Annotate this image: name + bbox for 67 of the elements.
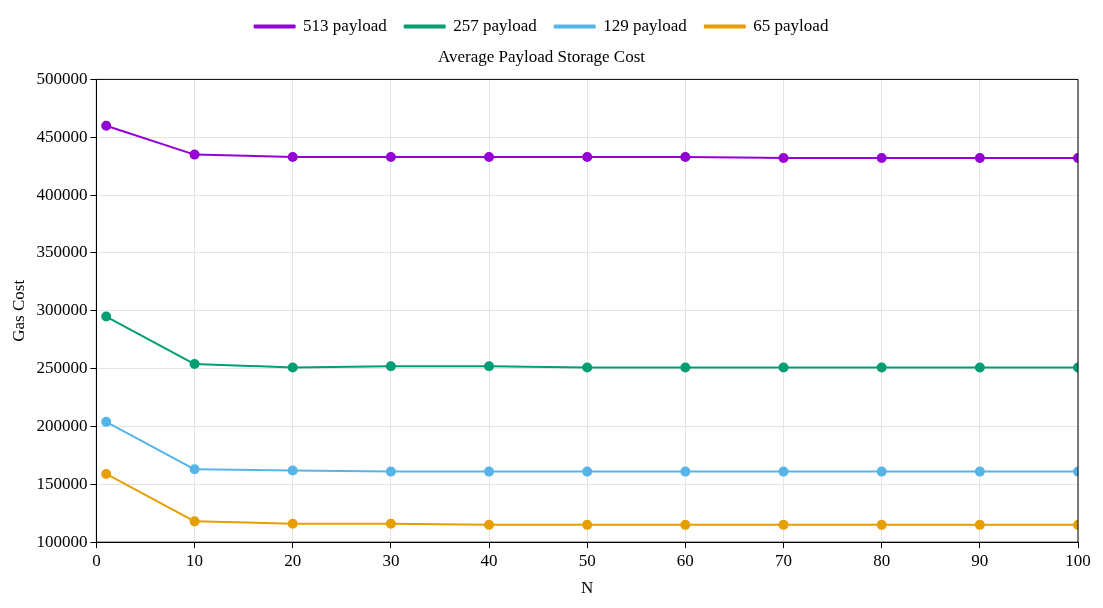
x-tick-label: 30 xyxy=(382,550,400,570)
point xyxy=(680,466,691,477)
point xyxy=(778,519,789,530)
point xyxy=(974,466,985,477)
y-axis-title: Gas Cost xyxy=(8,279,28,342)
x-tick-label: 0 xyxy=(92,550,101,570)
point xyxy=(101,416,112,427)
point xyxy=(189,464,200,475)
point xyxy=(385,466,396,477)
point xyxy=(484,519,495,530)
point xyxy=(582,519,593,530)
point xyxy=(189,359,200,370)
point xyxy=(582,151,593,162)
point xyxy=(876,466,887,477)
x-tick-label: 60 xyxy=(676,550,694,570)
y-tick-label: 100000 xyxy=(36,531,88,551)
y-tick-label: 250000 xyxy=(36,358,88,378)
point xyxy=(582,362,593,373)
legend-label: 257 payload xyxy=(453,15,538,35)
point xyxy=(484,361,495,372)
y-tick-label: 200000 xyxy=(36,415,88,435)
point xyxy=(287,151,298,162)
point xyxy=(101,311,112,322)
point xyxy=(778,466,789,477)
point xyxy=(385,518,396,529)
point xyxy=(101,468,112,479)
legend-label: 513 payload xyxy=(303,15,388,35)
point xyxy=(680,362,691,373)
point xyxy=(287,362,298,373)
point xyxy=(680,519,691,530)
point xyxy=(778,153,789,164)
point xyxy=(189,149,200,160)
point xyxy=(484,466,495,477)
y-tick-label: 450000 xyxy=(36,126,88,146)
x-tick-label: 80 xyxy=(873,550,891,570)
point xyxy=(101,120,112,131)
point xyxy=(385,151,396,162)
x-tick-label: 50 xyxy=(578,550,596,570)
point xyxy=(385,361,396,372)
point xyxy=(876,153,887,164)
y-tick-label: 150000 xyxy=(36,473,88,493)
x-tick-label: 40 xyxy=(480,550,498,570)
point xyxy=(778,362,789,373)
point xyxy=(287,465,298,476)
x-axis-title: N xyxy=(581,578,594,598)
y-tick-label: 300000 xyxy=(36,300,88,320)
point xyxy=(974,153,985,164)
x-tick-label: 100 xyxy=(1065,550,1091,570)
point xyxy=(876,362,887,373)
x-tick-label: 90 xyxy=(971,550,989,570)
point xyxy=(189,516,200,527)
point xyxy=(680,151,691,162)
x-tick-label: 70 xyxy=(775,550,793,570)
point xyxy=(287,518,298,529)
x-tick-label: 10 xyxy=(186,550,204,570)
legend-label: 65 payload xyxy=(753,15,829,35)
point xyxy=(876,519,887,530)
y-tick-label: 400000 xyxy=(36,184,88,204)
x-tick-label: 20 xyxy=(284,550,302,570)
legend-label: 129 payload xyxy=(603,15,688,35)
point xyxy=(974,362,985,373)
point xyxy=(974,519,985,530)
chart-title: Average Payload Storage Cost xyxy=(438,46,646,66)
point xyxy=(484,151,495,162)
point xyxy=(582,466,593,477)
y-tick-label: 350000 xyxy=(36,242,88,262)
y-tick-label: 500000 xyxy=(36,68,88,88)
